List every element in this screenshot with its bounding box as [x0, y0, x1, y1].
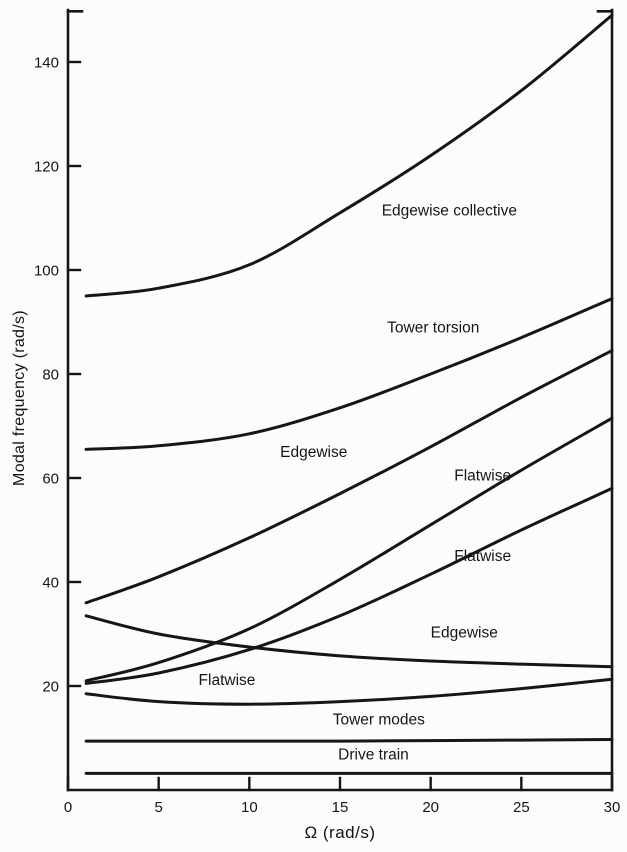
y-tick-label: 100 — [34, 263, 59, 280]
curve-label: Tower torsion — [387, 319, 479, 336]
series-curve-flatwise-upper — [84, 416, 614, 683]
y-axis-label: Modal frequency (rad/s) — [11, 310, 28, 486]
y-tick-label: 80 — [42, 367, 59, 384]
curve-label: Drive train — [338, 746, 409, 763]
y-tick-label: 40 — [42, 575, 59, 592]
y-tick-label: 120 — [34, 159, 59, 176]
curve-label: Edgewise collective — [382, 202, 517, 219]
x-tick-label: 10 — [241, 799, 258, 816]
series-curve-edgewise-upper — [84, 349, 614, 605]
curve-label: Edgewise — [431, 625, 498, 642]
series-curve-tower-modes — [84, 738, 614, 743]
curve-label: Edgewise — [280, 444, 347, 461]
x-tick-label: 5 — [154, 799, 162, 816]
x-tick-label: 25 — [513, 799, 530, 816]
x-axis-label: Ω (rad/s) — [304, 823, 376, 842]
series-curve-flatwise-middle — [84, 486, 614, 685]
x-tick-label: 30 — [604, 799, 621, 816]
y-tick-label: 60 — [42, 471, 59, 488]
curve-label: Tower modes — [333, 711, 425, 728]
x-tick-label: 0 — [64, 799, 72, 816]
series-curve-edgewise-collective — [84, 13, 614, 298]
curve-label: Flatwise — [454, 468, 511, 485]
x-tick-label: 20 — [422, 799, 439, 816]
series-curve-tower-torsion — [84, 297, 614, 451]
curve-label: Flatwise — [199, 672, 256, 689]
x-tick-label: 15 — [332, 799, 349, 816]
curve-label: Flatwise — [454, 548, 511, 565]
y-tick-label: 140 — [34, 55, 59, 72]
series-curve-edgewise-lower — [84, 614, 614, 669]
series-curve-flatwise-lower — [84, 677, 614, 706]
y-tick-label: 20 — [42, 679, 59, 696]
